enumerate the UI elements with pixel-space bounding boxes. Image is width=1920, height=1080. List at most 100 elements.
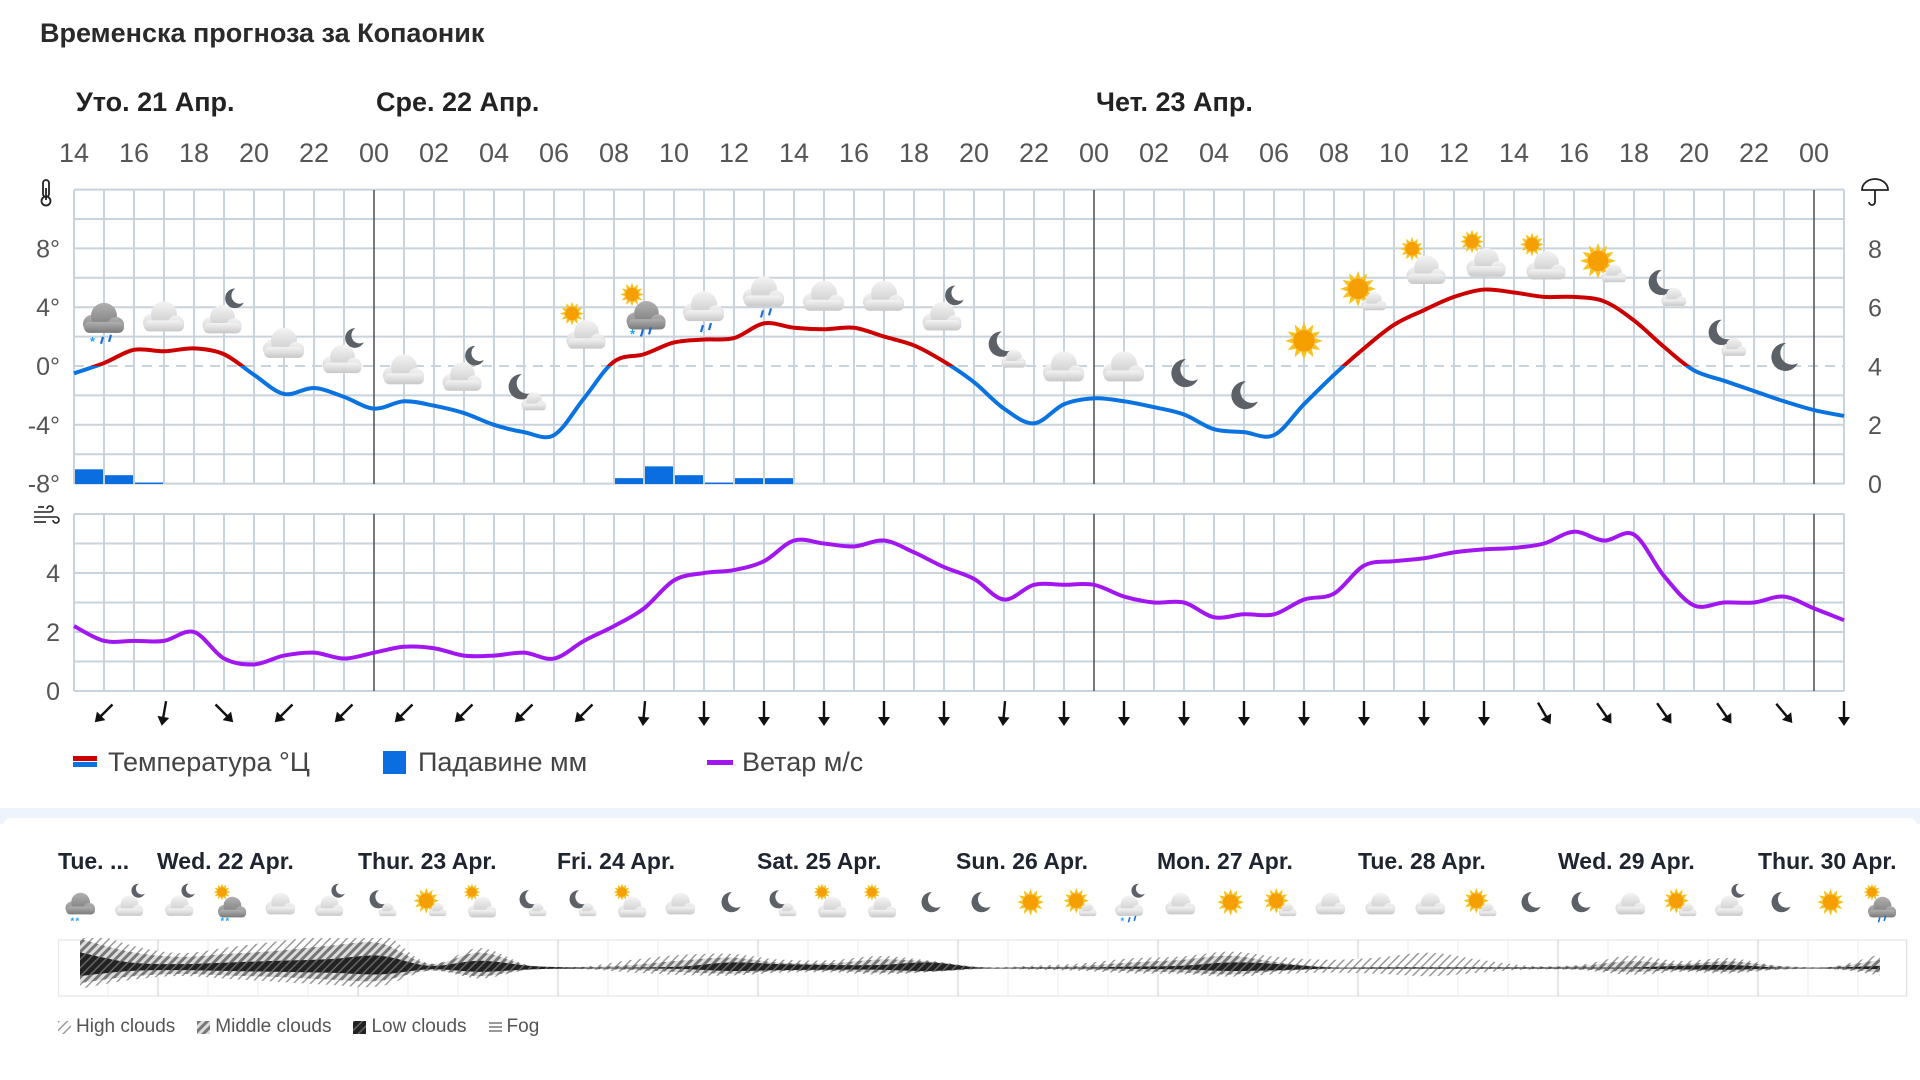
legend-high-clouds: High clouds <box>58 1016 175 1038</box>
night-cloud-weather-icon <box>1715 883 1745 916</box>
legend-temperature: Температура °Ц <box>73 747 310 778</box>
sun-small-cloud-weather-icon <box>1663 887 1697 917</box>
night-cloud-weather-icon <box>442 345 484 391</box>
cloud-weather-icon <box>863 280 904 311</box>
hour-label: 06 <box>1259 138 1289 168</box>
wind-direction-arrow-icon <box>818 701 830 726</box>
umbrella-icon <box>1861 178 1889 206</box>
hour-label: 02 <box>419 138 449 168</box>
hour-label: 16 <box>119 138 149 168</box>
precip-bar <box>765 478 793 484</box>
meteogram: Уто. 21 Апр. Сре. 22 Апр. Чет. 23 Апр. 14 1… <box>28 87 1889 726</box>
night-small-cloud-weather-icon <box>569 890 597 917</box>
wind-direction-arrow-icon <box>574 703 594 723</box>
outlook-day-label: Sun. 26 Apr. <box>956 848 1089 874</box>
night-small-cloud-weather-icon <box>369 890 397 917</box>
sun-cloud-dark-weather-icon <box>1863 883 1897 923</box>
outlook-day-label: Wed. 29 Apr. <box>1558 848 1695 874</box>
wind-direction-arrow-icon <box>1838 701 1850 726</box>
cloud-weather-icon <box>683 291 724 333</box>
cloud-weather-icon <box>1043 351 1084 382</box>
wind-direction-arrow-icon <box>1596 702 1612 724</box>
outlook-day-label: Thur. 23 Apr. <box>358 848 497 874</box>
temp-axis-tick: -8° <box>28 471 60 499</box>
precip-axis-tick: 4 <box>1868 353 1882 381</box>
wind-direction-arrow-icon <box>157 700 170 726</box>
outlook-day-label: Mon. 27 Apr. <box>1157 848 1293 874</box>
wind-axis-tick: 0 <box>46 678 60 706</box>
sun-small-cloud-weather-icon <box>1463 887 1497 917</box>
chart-grid <box>73 188 1845 692</box>
outlook-icons: * * * * * <box>65 883 1897 926</box>
sun-cloud-dark-weather-icon: * <box>620 282 666 341</box>
night-cloud-weather-icon <box>922 285 964 331</box>
legend-label: Middle clouds <box>215 1016 332 1037</box>
legend-fog: Fog <box>488 1016 540 1038</box>
precip-bar <box>105 475 133 484</box>
sun-cloud-weather-icon <box>560 301 606 349</box>
svg-text:*: * <box>226 916 230 926</box>
outlook-day-label: Tue. 28 Apr. <box>1358 848 1486 874</box>
wind-direction-arrow-icon <box>1058 701 1070 726</box>
sun-weather-icon <box>1817 888 1845 916</box>
hour-label: 10 <box>1379 138 1409 168</box>
legend-label: Low clouds <box>371 1016 467 1037</box>
wind-direction-arrow-icon <box>938 701 950 726</box>
wind-direction-arrow-icon <box>1775 703 1793 723</box>
cloud-weather-icon <box>263 327 304 358</box>
legend-label: Fog <box>506 1016 540 1037</box>
hour-label: 22 <box>1739 138 1769 168</box>
wind-axis-tick: 2 <box>46 619 60 647</box>
precip-bar <box>615 478 643 484</box>
cloud-dark-weather-icon: * <box>83 302 124 349</box>
hour-label: 00 <box>359 138 389 168</box>
hour-label: 14 <box>1499 138 1529 168</box>
wind-direction-arrow-icon <box>878 701 890 726</box>
wind-line <box>73 529 1845 667</box>
night-small-cloud-weather-icon <box>1708 319 1746 356</box>
sun-weather-icon <box>1217 888 1245 916</box>
sun-cloud-weather-icon <box>813 883 847 918</box>
night-cloud-weather-icon: * <box>1115 883 1145 926</box>
cloud-weather-icon <box>1165 892 1195 915</box>
outlook-day-label: Tue. ... <box>58 848 130 874</box>
hour-label: 06 <box>539 138 569 168</box>
legend-label: High clouds <box>76 1016 176 1037</box>
precip-axis-tick: 8 <box>1868 236 1882 264</box>
hour-label: 14 <box>59 138 89 168</box>
hour-label: 18 <box>179 138 209 168</box>
sun-small-cloud-weather-icon <box>1063 887 1097 917</box>
temperature-legend-swatch <box>73 756 97 767</box>
hour-label: 02 <box>1139 138 1169 168</box>
hour-label: 10 <box>659 138 689 168</box>
thermometer-icon <box>40 179 52 207</box>
page-title: Временска прогноза за Копаоник <box>40 18 485 48</box>
sun-cloud-weather-icon <box>1520 232 1566 280</box>
hour-label: 00 <box>1079 138 1109 168</box>
cloud-weather-icon <box>1103 351 1144 382</box>
cloud-weather-icon <box>143 301 184 332</box>
hour-label: 04 <box>479 138 509 168</box>
middle-clouds-swatch <box>197 1020 211 1034</box>
day-label: Чет. 23 Апр. <box>1096 87 1253 117</box>
precip-bar <box>645 466 673 484</box>
legend-middle-clouds: Middle clouds <box>197 1016 331 1038</box>
cloud-weather-icon <box>743 276 784 318</box>
hour-label: 22 <box>1019 138 1049 168</box>
moon-weather-icon <box>1231 381 1258 410</box>
wind-direction-arrow-icon <box>1478 701 1490 726</box>
temperature-line-negative <box>73 366 1845 440</box>
hour-label: 08 <box>599 138 629 168</box>
wind-icon <box>34 505 60 524</box>
precip-bar <box>705 482 733 484</box>
precip-axis-tick: 6 <box>1868 295 1882 323</box>
temp-axis-tick: -4° <box>28 412 60 440</box>
high-clouds-area <box>80 938 1880 989</box>
sun-cloud-weather-icon <box>613 883 647 918</box>
hour-label: 12 <box>719 138 749 168</box>
temperature-line-positive <box>89 287 1691 366</box>
legend-label: Температура °Ц <box>108 746 310 777</box>
cloud-cover-chart <box>58 938 1908 997</box>
night-cloud-weather-icon <box>322 328 364 374</box>
svg-text:*: * <box>90 334 96 349</box>
